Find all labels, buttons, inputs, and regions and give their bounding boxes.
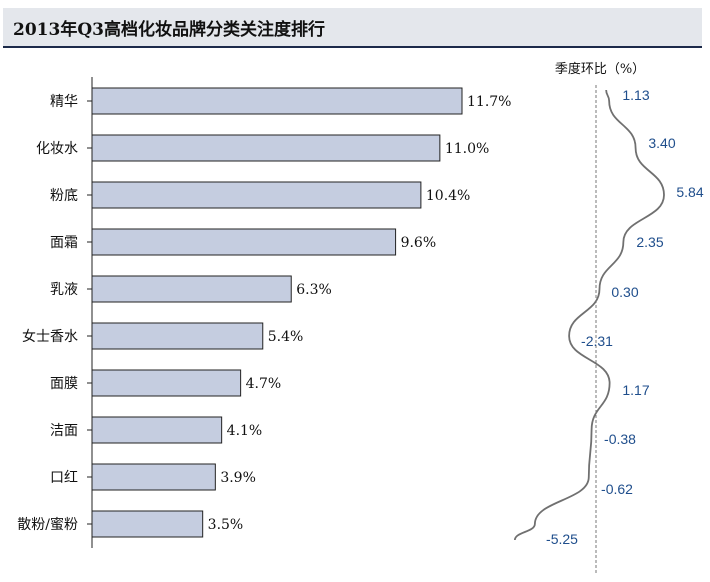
- bar: [91, 181, 422, 209]
- category-label: 乳液: [50, 282, 78, 298]
- category-label: 洁面: [50, 423, 78, 439]
- line-value-label: 3.40: [648, 135, 675, 151]
- category-label: 女士香水: [22, 328, 78, 345]
- line-value-label: 2.35: [636, 234, 663, 250]
- category-label: 散粉/蜜粉: [17, 517, 78, 533]
- title-bar: 2013年Q3高档化妆品牌分类关注度排行: [3, 8, 702, 48]
- bar: [91, 510, 204, 538]
- bar-value-label: 3.5%: [208, 517, 244, 533]
- bar-value-label: 9.6%: [401, 235, 437, 251]
- line-value-label: 1.13: [622, 87, 649, 103]
- bar: [91, 416, 223, 444]
- line-value-label: -0.38: [604, 431, 636, 447]
- line-value-label: -0.62: [601, 481, 633, 497]
- category-label: 粉底: [50, 188, 78, 204]
- bar-value-label: 11.7%: [467, 94, 511, 110]
- line-value-label: 0.30: [611, 284, 638, 300]
- series-line: [513, 89, 665, 541]
- bar-value-label: 5.4%: [268, 329, 304, 345]
- bar-value-label: 3.9%: [220, 470, 256, 486]
- bar-value-label: 11.0%: [445, 141, 489, 157]
- bar: [91, 275, 292, 303]
- bar-value-label: 4.7%: [246, 376, 282, 392]
- category-label: 面霜: [50, 235, 78, 251]
- line-value-label: -5.25: [546, 531, 578, 547]
- category-label: 精华: [50, 94, 78, 110]
- bar: [91, 134, 441, 162]
- category-label: 化妆水: [36, 141, 78, 157]
- line-value-label: -2.31: [581, 333, 613, 349]
- chart-title: 2013年Q3高档化妆品牌分类关注度排行: [13, 20, 325, 40]
- bar-value-label: 6.3%: [296, 282, 332, 298]
- bar: [91, 369, 242, 397]
- line-value-label: 5.84: [676, 184, 703, 200]
- bar: [91, 322, 264, 350]
- line-chart-title: 季度环比（%）: [555, 61, 645, 77]
- bar: [91, 87, 463, 115]
- bar-value-label: 4.1%: [227, 423, 263, 439]
- bar: [91, 228, 397, 256]
- category-label: 面膜: [50, 376, 78, 392]
- line-value-label: 1.17: [622, 382, 649, 398]
- bar-value-label: 10.4%: [426, 188, 470, 204]
- category-label: 口红: [50, 470, 78, 486]
- bar: [91, 463, 216, 491]
